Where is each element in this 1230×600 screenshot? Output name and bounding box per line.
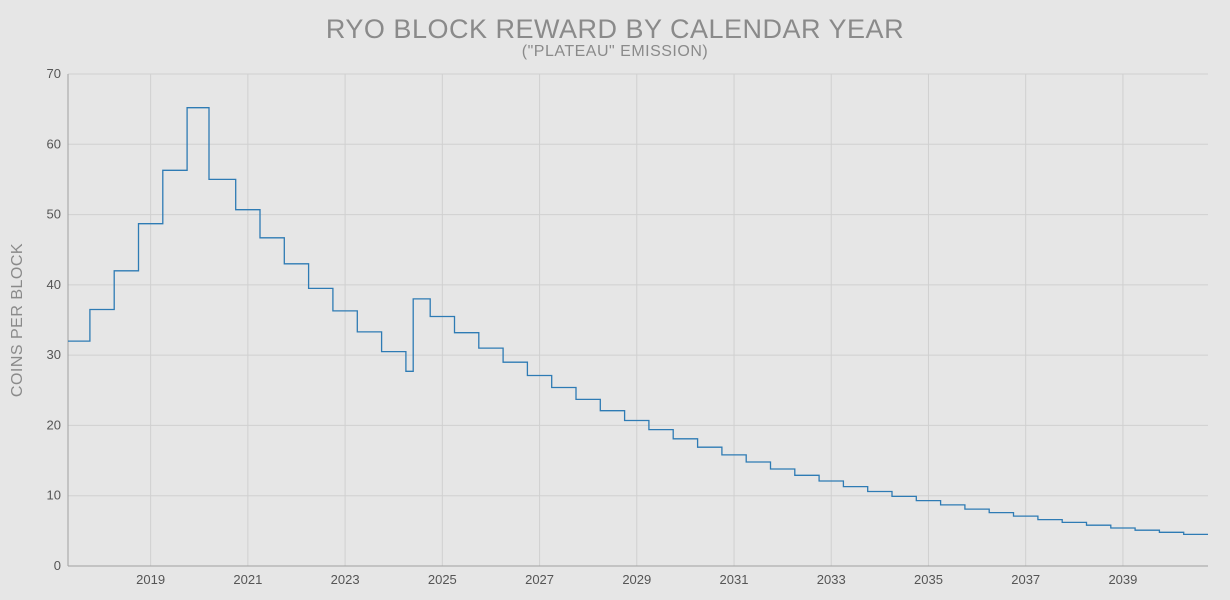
x-tick-label: 2025: [428, 572, 457, 587]
chart-subtitle: ("PLATEAU" EMISSION): [521, 43, 709, 60]
series-line: [68, 107, 1208, 536]
x-tick-label: 2019: [136, 572, 165, 587]
y-tick-label: 30: [47, 347, 61, 362]
y-tick-label: 60: [47, 136, 61, 151]
x-tick-label: 2035: [914, 572, 943, 587]
x-tick-label: 2037: [1011, 572, 1040, 587]
chart-title: RYO BLOCK REWARD BY CALENDAR YEAR: [325, 14, 905, 44]
x-tick-label: 2029: [622, 572, 651, 587]
y-tick-label: 0: [54, 558, 61, 573]
x-tick-label: 2031: [720, 572, 749, 587]
y-tick-label: 50: [47, 207, 61, 222]
x-tick-label: 2039: [1108, 572, 1137, 587]
x-tick-label: 2027: [525, 572, 554, 587]
y-tick-label: 40: [47, 277, 61, 292]
x-tick-label: 2023: [331, 572, 360, 587]
x-tick-label: 2021: [233, 572, 262, 587]
y-tick-label: 70: [47, 66, 61, 81]
x-tick-label: 2033: [817, 572, 846, 587]
y-tick-label: 20: [47, 417, 61, 432]
y-tick-label: 10: [47, 488, 61, 503]
